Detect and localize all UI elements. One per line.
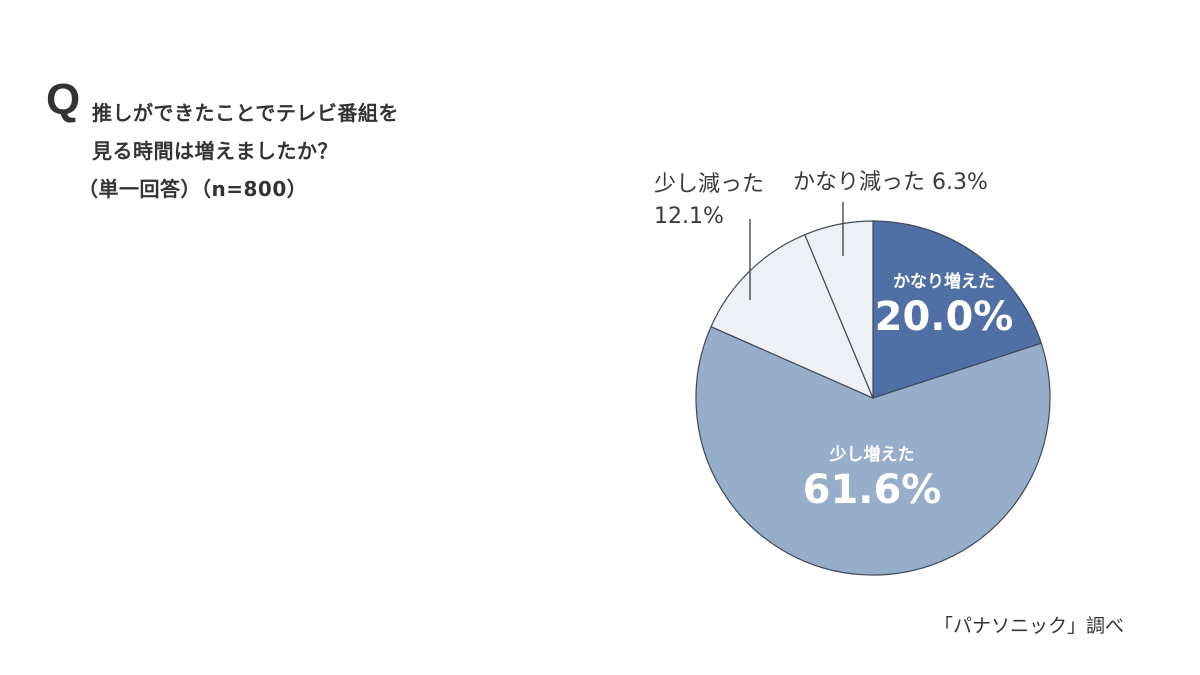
question-line-1: 推しができたことでテレビ番組を [92, 101, 399, 125]
label-sukoshi-hetta-category: 少し減った [654, 172, 765, 197]
question-line-3: （単一回答）（n=800） [78, 177, 308, 201]
question-line-2: 見る時間は増えましたか？ [92, 139, 338, 163]
question-mark: Q [46, 75, 81, 124]
slice-kanari-hetta [804, 220, 874, 399]
source-note: 「パナソニック」調べ [934, 615, 1125, 637]
label-kanari-fueta-percent: 20.0% [874, 294, 1014, 341]
label-sukoshi-hetta: 少し減った 12.1% [654, 172, 764, 231]
label-sukoshi-fueta-category: 少し増えた [829, 445, 915, 465]
label-kanari-hetta: かなり減った 6.3% [793, 170, 988, 196]
label-sukoshi-fueta-percent: 61.6% [802, 467, 942, 514]
slice-kanari-fueta [872, 220, 1043, 399]
label-sukoshi-fueta: 少し増えた 61.6% [803, 445, 942, 515]
slice-sukoshi-hetta [710, 233, 875, 400]
label-kanari-fueta: かなり増えた 20.0% [875, 272, 1014, 342]
label-kanari-hetta-percent: 6.3% [932, 170, 988, 195]
label-kanari-fueta-category: かなり増えた [893, 272, 995, 292]
label-kanari-hetta-category: かなり減った [793, 170, 926, 195]
question-text: 推しができたことでテレビ番組を 見る時間は増えましたか？ （単一回答）（n=80… [78, 94, 399, 208]
label-sukoshi-hetta-percent: 12.1% [654, 204, 724, 230]
slice-sukoshi-fueta [695, 325, 1051, 576]
